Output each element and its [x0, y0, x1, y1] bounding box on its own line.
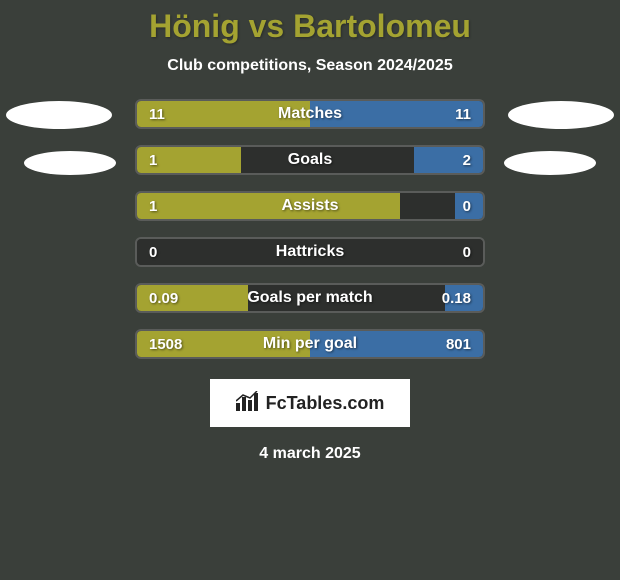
branding-text: FcTables.com [266, 393, 385, 414]
stat-value-left: 1 [149, 152, 157, 169]
stat-value-right: 0 [463, 244, 471, 261]
stat-bar-right [414, 147, 483, 173]
stat-label: Assists [282, 197, 339, 215]
stat-label: Goals [288, 151, 332, 169]
stat-value-right: 0.18 [442, 290, 471, 307]
stat-row: 1508 Min per goal 801 [135, 329, 485, 359]
stat-row: 1 Goals 2 [135, 145, 485, 175]
page-subtitle: Club competitions, Season 2024/2025 [167, 57, 452, 75]
stat-value-left: 1508 [149, 336, 182, 353]
stat-value-left: 11 [149, 106, 165, 123]
stat-row: 0.09 Goals per match 0.18 [135, 283, 485, 313]
stats-rows: 11Matches111Goals21Assists00Hattricks00.… [135, 99, 485, 375]
stat-value-right: 11 [455, 106, 471, 123]
stat-row: 1 Assists 0 [135, 191, 485, 221]
stat-label: Goals per match [247, 289, 372, 307]
stat-value-left: 0 [149, 244, 157, 261]
stat-value-right: 0 [463, 198, 471, 215]
stat-row: 0 Hattricks 0 [135, 237, 485, 267]
branding-box: FcTables.com [210, 379, 410, 427]
stat-row: 11 Matches 11 [135, 99, 485, 129]
page-date: 4 march 2025 [259, 445, 360, 463]
player-avatar-right-2 [504, 151, 596, 175]
stat-label: Matches [278, 105, 342, 123]
stat-value-right: 2 [463, 152, 471, 169]
page-title: Hönig vs Bartolomeu [149, 8, 471, 45]
player-avatar-left-1 [6, 101, 112, 129]
stat-value-left: 1 [149, 198, 157, 215]
player-avatar-right-1 [508, 101, 614, 129]
stat-label: Hattricks [276, 243, 344, 261]
stats-area: 11Matches111Goals21Assists00Hattricks00.… [0, 99, 620, 375]
comparison-container: Hönig vs Bartolomeu Club competitions, S… [0, 0, 620, 580]
stat-value-right: 801 [446, 336, 471, 353]
stat-label: Min per goal [263, 335, 357, 353]
player-avatar-left-2 [24, 151, 116, 175]
chart-icon [236, 391, 260, 416]
stat-bar-left [137, 193, 400, 219]
stat-value-left: 0.09 [149, 290, 178, 307]
